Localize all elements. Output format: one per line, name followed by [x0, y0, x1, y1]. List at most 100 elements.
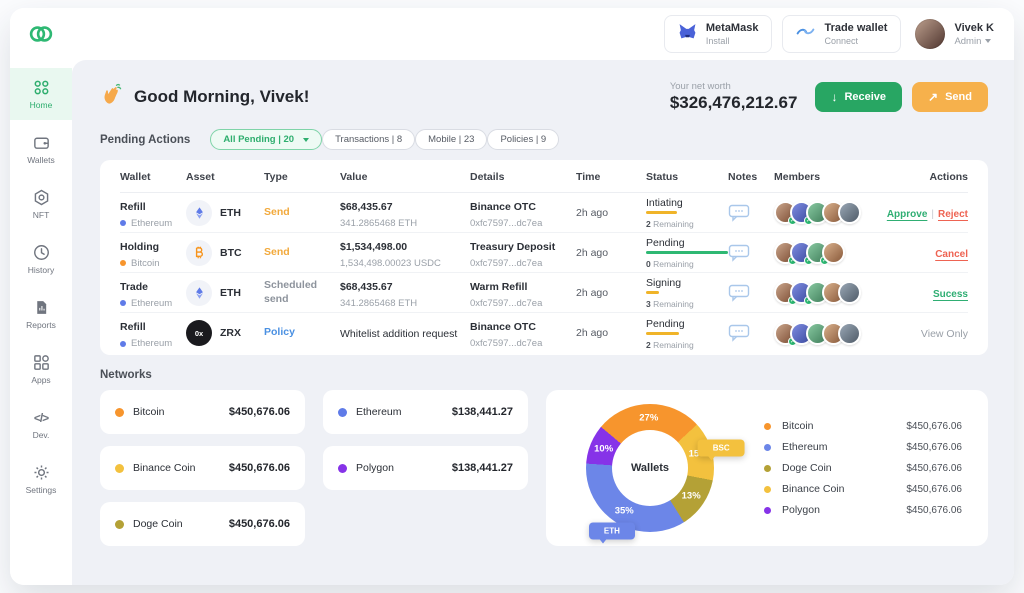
- filter-chip-mobile[interactable]: Mobile | 23: [415, 129, 488, 150]
- network-card-doge-coin[interactable]: Doge Coin $450,676.06: [100, 502, 305, 546]
- legend-value: $450,676.06: [906, 420, 962, 432]
- send-button[interactable]: ↗ Send: [912, 82, 988, 112]
- sidebar-item-label: NFT: [32, 210, 50, 220]
- table-row[interactable]: Holding Bitcoin BTC Send $1,534,498.00 1,534,…: [120, 233, 968, 273]
- receive-button[interactable]: ↓ Receive: [815, 82, 903, 112]
- member-avatar: [838, 201, 861, 224]
- arrow-up-right-icon: ↗: [928, 90, 939, 104]
- sidebar-item-label: Settings: [25, 485, 57, 495]
- legend-value: $450,676.06: [906, 441, 962, 453]
- filter-chip-policies[interactable]: Policies | 9: [487, 129, 560, 150]
- status-cell: Pending 0 Remaining: [646, 233, 728, 272]
- legend-item-ethereum: Ethereum $450,676.06: [764, 441, 962, 453]
- asset-cell: ETH: [186, 199, 264, 226]
- sidebar-item-apps[interactable]: Apps: [10, 343, 72, 395]
- asset-cell: BTC: [186, 239, 264, 266]
- arrow-down-icon: ↓: [831, 90, 838, 104]
- time-cell: 2h ago: [576, 246, 609, 259]
- notes-comment-icon[interactable]: [728, 204, 774, 222]
- actions-cell: View Only: [886, 324, 968, 342]
- sidebar-item-reports[interactable]: Reports: [10, 288, 72, 340]
- chevron-down-icon: [985, 39, 992, 43]
- net-worth-value: $326,476,212.67: [669, 93, 798, 112]
- networks-section: Networks Bitcoin $450,676.06 Ethereum $138,…: [100, 369, 528, 546]
- table-row[interactable]: Trade Ethereum ETH Scheduled send $68,435.67…: [120, 273, 968, 313]
- network-value: $450,676.06: [228, 462, 290, 474]
- network-dot: [120, 300, 126, 306]
- details-cell: Binance OTC 0xfc7597...dc7ea: [470, 200, 543, 229]
- sidebar-item-nft[interactable]: NFT: [10, 178, 72, 230]
- networks-title: Networks: [100, 369, 152, 381]
- legend-item-polygon: Polygon $450,676.06: [764, 504, 962, 516]
- profile-role: Admin: [954, 35, 982, 47]
- eth-coin-icon: [186, 199, 212, 226]
- trade-wallet-connect-card[interactable]: Trade wallet Connect: [782, 15, 902, 53]
- legend-dot: [764, 485, 771, 493]
- metamask-connect-card[interactable]: MetaMask Install: [663, 15, 773, 53]
- net-worth-label: Your net worth: [669, 81, 731, 92]
- asset-cell: 0x ZRX: [186, 320, 264, 346]
- sidebar-item-history[interactable]: History: [10, 233, 72, 285]
- value-cell: Whitelist addition request: [340, 328, 458, 340]
- legend-dot: [764, 422, 771, 430]
- members-cell: ✓ ✓: [774, 281, 886, 305]
- network-card-polygon[interactable]: Polygon $138,441.27: [323, 446, 528, 490]
- network-card-bitcoin[interactable]: Bitcoin $450,676.06: [100, 390, 305, 434]
- column-header-value: Value: [340, 171, 368, 183]
- network-value: $138,441.27: [451, 462, 513, 474]
- sidebar-item-label: History: [27, 265, 55, 275]
- network-card-binance-coin[interactable]: Binance Coin $450,676.06: [100, 446, 305, 490]
- table-row[interactable]: Refill Ethereum ETH Send $68,435.67 341.28654…: [120, 193, 968, 233]
- legend-value: $450,676.06: [906, 483, 962, 495]
- sidebar-item-home[interactable]: Home: [10, 68, 72, 120]
- sidebar-nav: Home Wallets NFT History Reports Apps </> Dev. S…: [10, 60, 72, 585]
- member-avatar: [822, 241, 845, 264]
- filter-chip-transactions[interactable]: Transactions | 8: [322, 129, 416, 150]
- sidebar-item-wallets[interactable]: Wallets: [10, 123, 72, 175]
- profile-name: Vivek K: [954, 21, 994, 34]
- filter-chip-all-pending[interactable]: All Pending | 20: [210, 129, 323, 150]
- column-header-asset: Asset: [186, 171, 215, 183]
- network-card-ethereum[interactable]: Ethereum $138,441.27: [323, 390, 528, 434]
- member-avatar: [838, 281, 861, 304]
- brand-logo-icon[interactable]: [10, 25, 72, 43]
- zrx-coin-icon: 0x: [186, 320, 212, 346]
- action-link-sucess[interactable]: Sucess: [932, 288, 968, 300]
- status-progress-bar: [646, 291, 728, 294]
- legend-dot: [764, 464, 771, 472]
- top-bar: MetaMask Install Trade wallet Connect Vi…: [10, 8, 1014, 60]
- notes-comment-icon[interactable]: [728, 244, 774, 262]
- sidebar-item-settings[interactable]: Settings: [10, 453, 72, 505]
- action-link-approve[interactable]: Approve: [886, 208, 928, 220]
- actions-cell: Approve | Reject: [886, 208, 968, 220]
- asset-cell: ETH: [186, 279, 264, 306]
- topbar-actions: MetaMask Install Trade wallet Connect Vi…: [663, 15, 998, 53]
- network-dot: [338, 407, 347, 417]
- type-cell: Scheduled send: [264, 279, 318, 305]
- pending-actions-table: Wallet Asset Type Value Details Time Status Not…: [100, 160, 988, 355]
- profile-menu[interactable]: Vivek K Admin: [911, 19, 998, 49]
- sidebar-item-dev[interactable]: </> Dev.: [10, 398, 72, 450]
- network-dot: [120, 220, 126, 226]
- pending-actions-bar: Pending Actions All Pending | 20 Transact…: [100, 129, 988, 150]
- action-link-reject[interactable]: Reject: [937, 208, 968, 220]
- metamask-fox-icon: [678, 23, 697, 46]
- value-cell: $1,534,498.00 1,534,498.00023 USDC: [340, 240, 441, 269]
- action-link-view-only: View Only: [920, 328, 968, 340]
- table-row[interactable]: Refill Ethereum 0x ZRX Policy Whitelist addit…: [120, 313, 968, 353]
- network-value: $138,441.27: [451, 406, 513, 418]
- notes-comment-icon[interactable]: [728, 284, 774, 302]
- pending-actions-title: Pending Actions: [100, 133, 191, 146]
- network-name: Polygon: [356, 462, 394, 474]
- notes-comment-icon[interactable]: [728, 324, 774, 342]
- wallet-cell: Trade Ethereum: [120, 280, 173, 309]
- action-link-cancel[interactable]: Cancel: [935, 248, 968, 260]
- donut-center-label: Wallets: [612, 430, 688, 506]
- details-cell: Warm Refill 0xfc7597...dc7ea: [470, 280, 543, 309]
- chart-legend: Bitcoin $450,676.06 Ethereum $450,676.06 Dog…: [764, 411, 962, 525]
- app-window: MetaMask Install Trade wallet Connect Vi…: [10, 8, 1014, 585]
- legend-label: Bitcoin: [782, 420, 814, 432]
- btc-coin-icon: [186, 239, 212, 266]
- network-dot: [115, 519, 124, 529]
